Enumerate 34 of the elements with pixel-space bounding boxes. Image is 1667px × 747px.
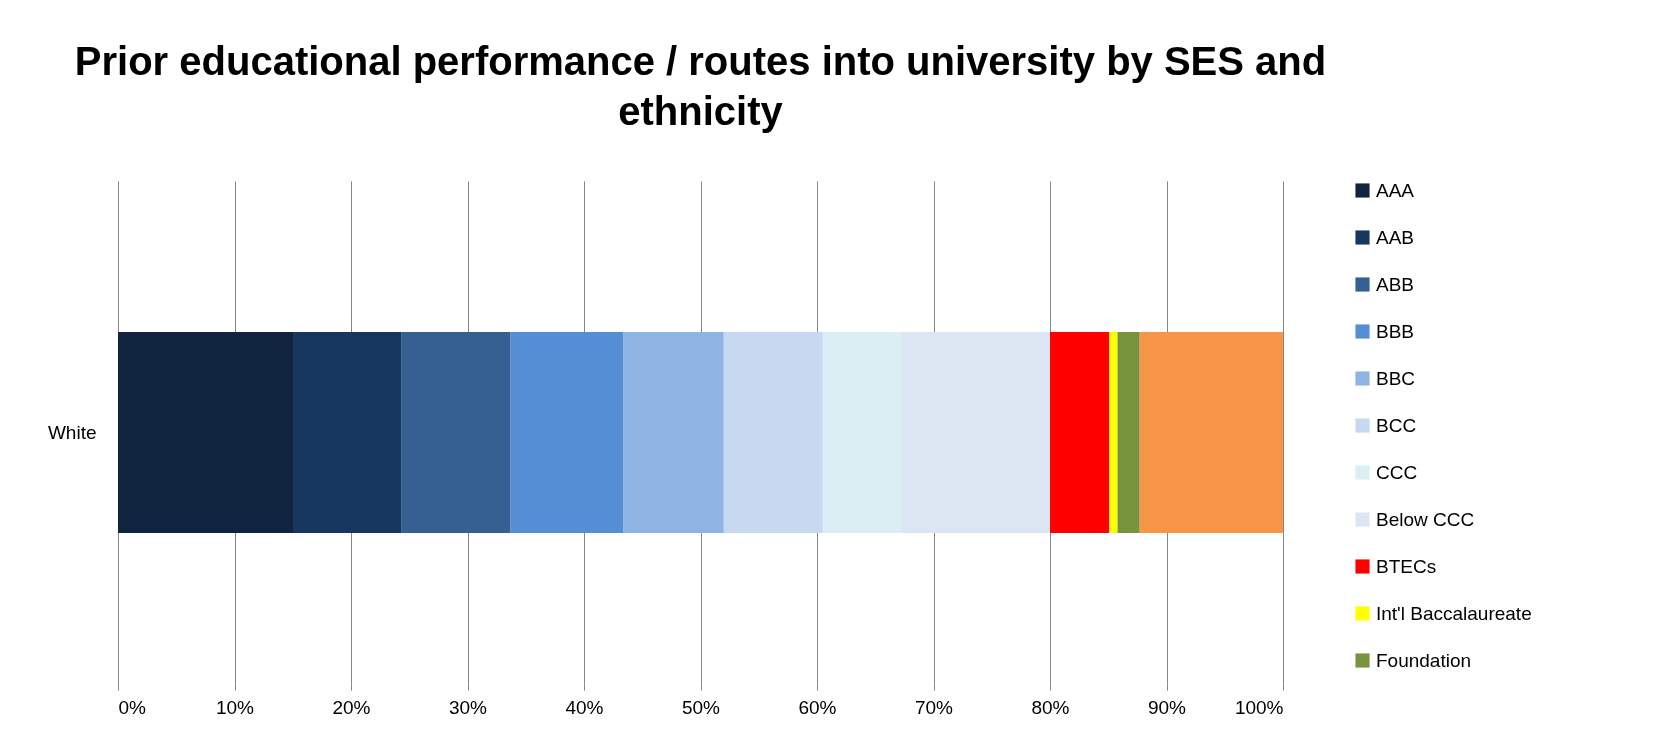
x-tick-label: 90% [1147,696,1187,718]
legend-label: Foundation [1376,649,1472,671]
bar [510,331,624,534]
legend-label: Int'l Baccalaureate [1376,602,1532,624]
bar [1109,331,1118,534]
bar [1139,331,1283,534]
bar [723,331,823,534]
legend-label: AAB [1376,226,1415,248]
x-tick-label: 30% [448,696,488,718]
legend-label: BBC [1376,367,1416,389]
legend-label: BTECs [1376,555,1437,577]
legend-label: ABB [1376,273,1415,295]
bar [401,331,511,534]
x-tick-label: 100% [1234,696,1284,718]
x-tick-label: 80% [1031,696,1070,718]
bar [293,331,402,534]
legend-label: Below CCC [1376,508,1475,530]
x-tick-label: 70% [914,696,954,718]
x-tick-label: 10% [215,696,255,718]
x-tick-label: 20% [332,696,371,718]
x-tick-label: 40% [565,696,604,718]
x-tick-label: 60% [798,696,837,718]
y-tick-label: White [47,421,97,443]
legend-label: AAA [1376,179,1415,201]
bar [1050,331,1110,534]
bar [118,331,294,534]
legend-label: BCC [1376,414,1417,436]
bar [1117,331,1140,534]
x-tick-label: 0% [118,696,147,718]
bar [623,331,724,534]
legend-label: CCC [1376,461,1418,483]
chart-title: Prior educational performance / routes into university by SES and ethnicity [74,39,1327,133]
legend-label: BBB [1376,320,1415,342]
x-tick-label: 50% [681,696,721,718]
